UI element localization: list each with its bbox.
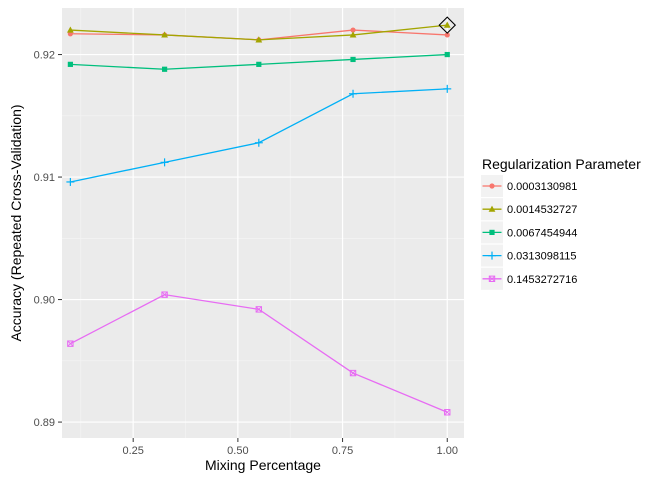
boxcross-mark-box [488,275,496,283]
data-point [67,340,74,347]
data-point [444,32,450,38]
legend-key-point [488,275,496,283]
data-point [66,26,74,33]
boxcross-mark-d2 [161,291,168,298]
x-axis-ticks: 0.25 0.50 0.75 1.00 [122,438,458,457]
boxcross-mark-box [67,340,74,347]
series-3 [67,51,450,72]
data-point [160,158,169,167]
legend-item: 0.0313098115 [481,244,577,267]
series-2 [66,21,451,43]
data-point [256,61,262,67]
x-tick-label: 0.25 [122,445,143,457]
legend-item: 0.0014532727 [481,198,577,221]
data-point [255,36,263,43]
best-point-diamond [438,16,457,34]
y-tick-label: 0.92 [34,50,55,62]
data-point [443,21,451,28]
legend-key-point [489,183,495,189]
boxcross-mark-box [161,291,168,298]
legend: Regularization Parameter 0.00031309810.0… [481,156,641,290]
series-5 [67,291,451,416]
data-point [444,51,450,58]
data-point [349,89,358,98]
boxcross-mark-d2 [67,340,74,347]
data-point [161,291,168,298]
legend-label: 0.0003130981 [507,181,577,193]
legend-label: 0.0014532727 [507,204,577,216]
data-point [349,31,357,38]
series-layer [66,21,452,416]
x-axis-title: Mixing Percentage [205,457,321,473]
y-axis-ticks: 0.89 0.90 0.91 0.92 [34,50,62,429]
legend-key-point [488,251,496,260]
series-4 [66,84,452,186]
legend-label: 0.0313098115 [507,251,577,263]
highlight-layer [438,16,457,34]
legend-items: 0.0003130981 0.0014532727 0.0067454944 0.03… [481,175,577,290]
data-point [67,61,73,67]
data-point [443,84,452,93]
data-point [350,27,356,33]
y-axis-title: Accuracy (Repeated Cross-Validation) [8,104,24,341]
boxcross-mark-box [444,409,451,416]
data-point [161,66,168,72]
data-point [161,31,168,38]
data-point [66,177,75,186]
legend-item: 0.0067454944 [481,221,577,244]
legend-title: Regularization Parameter [482,156,641,172]
boxcross-mark-d2 [255,306,262,313]
x-tick-label: 0.50 [227,445,248,457]
x-tick-label: 1.00 [437,445,458,457]
plot-panel [62,8,464,438]
legend-label: 0.1453272716 [507,274,577,286]
x-tick-label: 0.75 [332,445,353,457]
data-point [350,56,356,63]
y-tick-label: 0.89 [34,417,55,429]
data-point [444,409,451,416]
boxcross-mark-d2 [488,275,496,282]
boxcross-mark-box [349,369,357,377]
grid-minor [62,8,464,438]
data-point [349,369,357,377]
legend-item: 0.1453272716 [481,267,577,290]
boxcross-mark-d2 [350,370,357,377]
data-point [254,138,263,147]
legend-key-point [488,205,496,212]
boxcross-mark-box [255,306,263,313]
y-tick-label: 0.90 [34,295,55,307]
boxcross-mark-d2 [444,409,451,416]
legend-item: 0.0003130981 [481,175,577,197]
data-point [255,306,263,313]
y-tick-label: 0.91 [34,172,55,184]
legend-key-point [489,229,495,235]
legend-label: 0.0067454944 [507,227,577,239]
